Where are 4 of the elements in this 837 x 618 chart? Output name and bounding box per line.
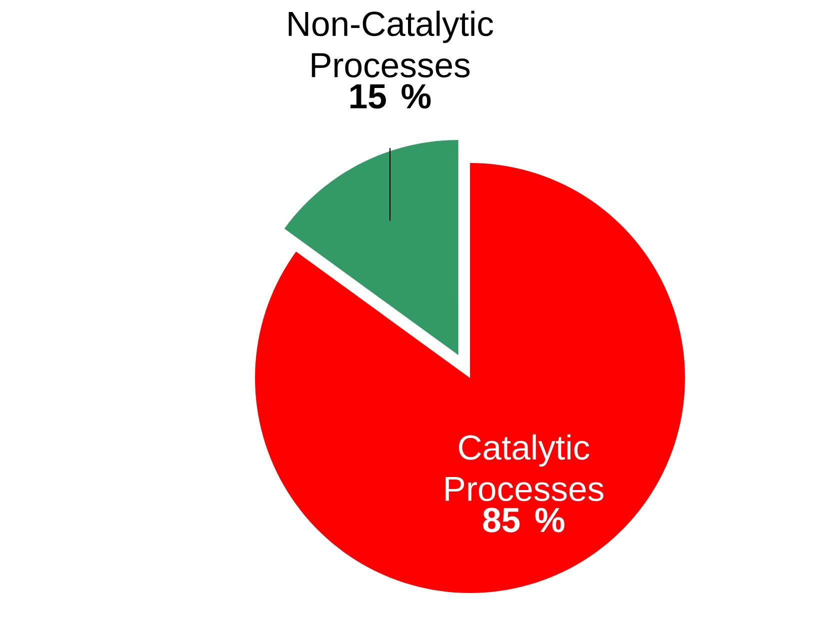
slice-label: Catalytic Processes [446, 434, 604, 502]
data-label: 15 % [350, 84, 431, 109]
slice-label: Non-Catalytic Processes [288, 10, 494, 78]
data-label: 85 % [483, 508, 564, 532]
